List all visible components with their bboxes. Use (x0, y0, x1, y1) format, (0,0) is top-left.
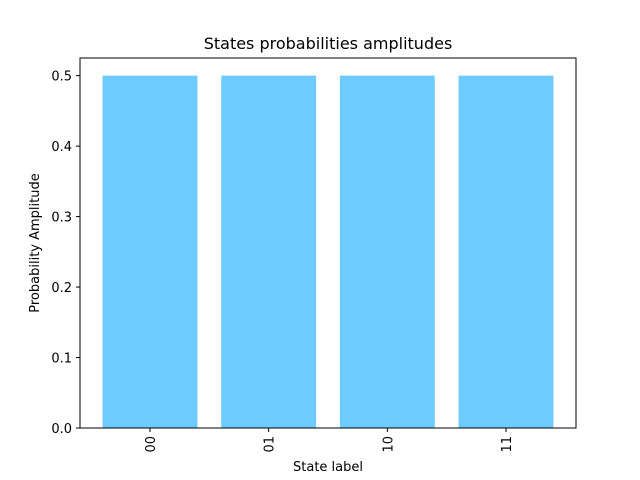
y-axis-label: Probability Amplitude (28, 173, 43, 312)
x-ticks-group: 00 01 10 11 (144, 428, 515, 453)
y-tick-label: 0.3 (51, 211, 72, 226)
y-tick-label: 0.0 (51, 422, 72, 437)
x-tick-label: 01 (263, 436, 278, 453)
y-tick-label: 0.5 (51, 70, 72, 85)
x-tick-label: 11 (500, 436, 515, 453)
chart-title: States probabilities amplitudes (204, 34, 453, 53)
x-axis-label: State label (293, 460, 363, 475)
x-tick-label: 10 (381, 436, 396, 453)
x-tick-label: 00 (144, 436, 159, 453)
bars-group (102, 75, 554, 428)
bar-00 (102, 75, 198, 428)
plot-frame (79, 57, 577, 429)
y-ticks-group: 0.0 0.1 0.2 0.3 0.4 0.5 (51, 70, 80, 437)
y-tick-label: 0.2 (51, 281, 72, 296)
bar-01 (221, 75, 317, 428)
y-tick-label: 0.4 (51, 140, 72, 155)
y-tick-label: 0.1 (51, 352, 72, 367)
bar-11 (458, 75, 554, 428)
bar-10 (339, 75, 435, 428)
